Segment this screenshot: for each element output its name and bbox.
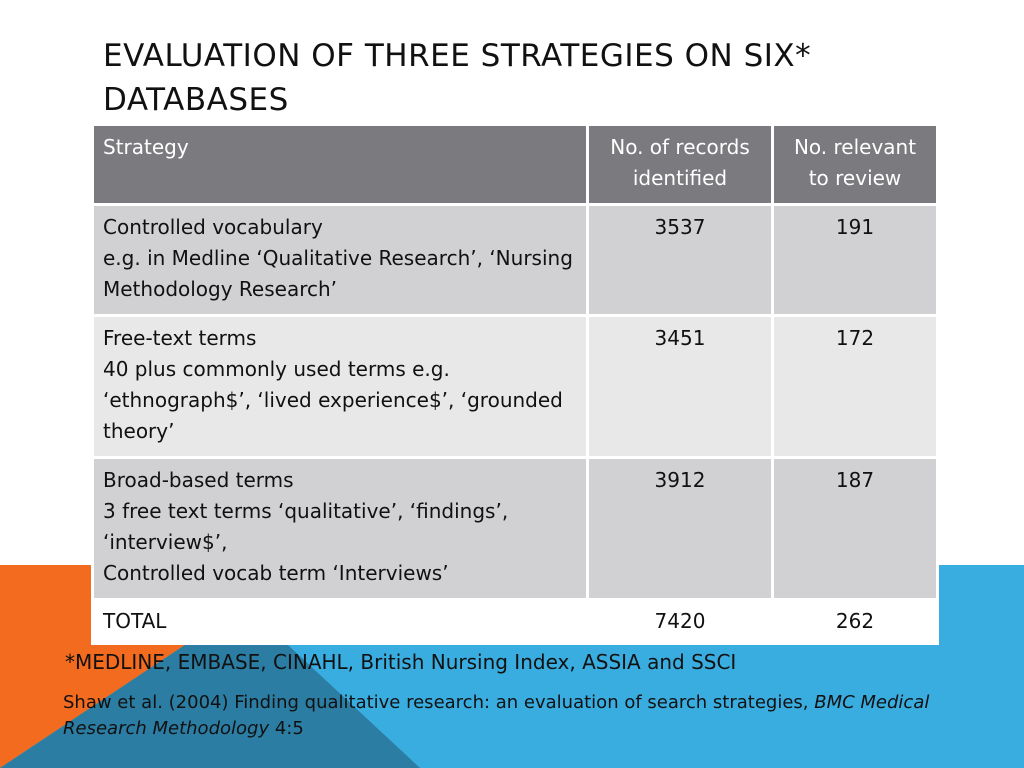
total-relevant-cell: 262 [771,598,939,645]
header-strategy: Strategy [91,123,589,206]
strategy-description: 3 free text terms ‘qualitative’, ‘findin… [103,499,509,554]
slide-title: EVALUATION OF THREE STRATEGIES ON SIX* D… [103,38,812,118]
table-header-row: Strategy No. of records identified No. r… [91,123,939,206]
header-relevant: No. relevant to review [771,123,939,206]
strategy-description: 40 plus commonly used terms e.g. ‘ethnog… [103,357,563,443]
citation-journal: BMC Medical Research Methodology [63,692,930,739]
citation: Shaw et al. (2004) Finding qualitative r… [63,690,963,742]
records-cell: 3451 [586,314,774,459]
database-footnote: *MEDLINE, EMBASE, CINAHL, British Nursin… [65,650,737,674]
strategy-description-extra: Controlled vocab term ‘Interviews’ [103,561,449,585]
relevant-cell: 191 [771,203,939,317]
citation-volume: 4:5 [269,718,304,739]
header-records: No. of records identified [586,123,774,206]
table-total-row: TOTAL 7420 262 [91,598,939,645]
table-row: Broad-based terms 3 free text terms ‘qua… [91,456,939,601]
strategy-cell: Free-text terms 40 plus commonly used te… [91,314,589,459]
strategy-name: Broad-based terms [103,468,294,492]
table-row: Free-text terms 40 plus commonly used te… [91,314,939,459]
citation-text: Shaw et al. (2004) Finding qualitative r… [63,692,815,713]
strategy-cell: Broad-based terms 3 free text terms ‘qua… [91,456,589,601]
records-cell: 3912 [586,456,774,601]
teal-background-shape [0,605,420,768]
strategy-name: Controlled vocabulary [103,215,323,239]
relevant-cell: 172 [771,314,939,459]
total-label-cell: TOTAL [91,598,589,645]
records-cell: 3537 [586,203,774,317]
strategy-name: Free-text terms [103,326,257,350]
strategy-cell: Controlled vocabulary e.g. in Medline ‘Q… [91,203,589,317]
strategy-table: Strategy No. of records identified No. r… [91,123,939,645]
total-records-cell: 7420 [586,598,774,645]
table-row: Controlled vocabulary e.g. in Medline ‘Q… [91,203,939,317]
strategy-description: e.g. in Medline ‘Qualitative Research’, … [103,246,573,301]
relevant-cell: 187 [771,456,939,601]
